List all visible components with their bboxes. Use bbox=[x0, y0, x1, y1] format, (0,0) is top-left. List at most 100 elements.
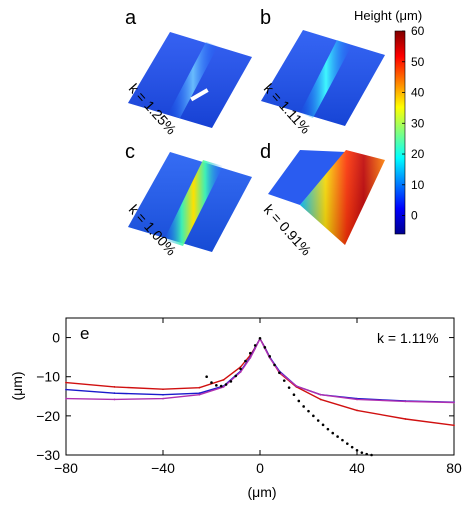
series-point-3 bbox=[365, 452, 369, 456]
series-point-2 bbox=[295, 385, 298, 388]
panel-c: c k = 1.00% bbox=[125, 141, 252, 259]
series-point-0 bbox=[65, 381, 67, 384]
y-axis: 0 −10 −20 −30 bbox=[36, 330, 454, 463]
series-point-2 bbox=[65, 397, 67, 400]
series-point-3 bbox=[268, 355, 272, 358]
series-point-3 bbox=[336, 435, 339, 438]
panel-b-ridge bbox=[300, 40, 352, 118]
series-layer bbox=[65, 337, 455, 457]
chart-e: e k = 1.11% 0−10−20−30 −80 −40 0 40 80 (μm) … bbox=[9, 317, 462, 500]
series-point-2 bbox=[198, 393, 201, 396]
colorbar-tick-label: 10 bbox=[411, 178, 425, 192]
x-axis: −80 −40 0 40 80 bbox=[54, 318, 462, 476]
series-point-0 bbox=[222, 378, 225, 381]
series-point-3 bbox=[316, 419, 320, 422]
series-point-1 bbox=[65, 388, 67, 391]
series-point-3 bbox=[258, 337, 262, 340]
panel-c-ridge bbox=[164, 160, 223, 246]
series-point-3 bbox=[307, 409, 310, 413]
x-tick-label: −40 bbox=[151, 460, 175, 476]
series-point-3 bbox=[312, 414, 315, 418]
plot-area bbox=[65, 317, 455, 456]
colorbar-tick-label: 40 bbox=[411, 86, 425, 100]
y-tick-label: −20 bbox=[36, 408, 60, 424]
panel-d-top bbox=[268, 150, 346, 205]
series-point-3 bbox=[350, 445, 354, 449]
series-point-2 bbox=[453, 401, 455, 404]
series-point-2 bbox=[222, 385, 225, 388]
colorbar: Height (μm) 60 50 40 30 20 10 0 bbox=[354, 8, 425, 235]
series-point-3 bbox=[341, 438, 344, 442]
series-point-3 bbox=[278, 371, 281, 375]
series-point-3 bbox=[321, 423, 325, 427]
series-point-0 bbox=[453, 424, 455, 427]
y-tick-label: −30 bbox=[36, 447, 60, 463]
y-tick-label: −10 bbox=[36, 369, 60, 385]
y-tick-label: 0 bbox=[52, 330, 60, 346]
panel-c-letter: c bbox=[125, 141, 135, 163]
series-point-3 bbox=[219, 384, 223, 388]
panel-d-letter: d bbox=[260, 141, 271, 163]
series-point-2 bbox=[249, 357, 252, 359]
series-point-0 bbox=[319, 398, 322, 401]
series-point-3 bbox=[210, 381, 213, 384]
series-point-0 bbox=[162, 388, 164, 391]
series-point-2 bbox=[356, 398, 358, 401]
colorbar-tick-label: 60 bbox=[411, 24, 425, 38]
series-point-0 bbox=[198, 386, 201, 389]
x-tick-label: 40 bbox=[349, 460, 365, 476]
series-point-3 bbox=[355, 449, 359, 452]
series-point-3 bbox=[263, 346, 267, 349]
x-axis-label: (μm) bbox=[247, 484, 276, 500]
x-tick-label: 80 bbox=[446, 460, 462, 476]
series-point-3 bbox=[205, 375, 208, 379]
series-point-3 bbox=[253, 344, 257, 347]
panel-d: d k = 0.91% bbox=[260, 141, 385, 259]
series-point-0 bbox=[356, 409, 358, 412]
panel-a-letter: a bbox=[125, 7, 137, 29]
series-point-1 bbox=[113, 392, 116, 395]
series-point-3 bbox=[346, 442, 349, 445]
series-point-3 bbox=[215, 384, 218, 387]
series-point-1 bbox=[198, 392, 201, 395]
series-point-2 bbox=[254, 347, 257, 350]
colorbar-ticks: 60 50 40 30 20 10 0 bbox=[402, 24, 425, 223]
series-point-2 bbox=[239, 371, 242, 373]
colorbar-gradient bbox=[394, 30, 406, 235]
series-point-0 bbox=[404, 418, 407, 420]
series-point-2 bbox=[319, 393, 322, 396]
y-axis-label: (μm) bbox=[9, 371, 25, 400]
x-tick-label: −80 bbox=[54, 460, 78, 476]
chart-panel-letter: e bbox=[80, 324, 89, 343]
series-point-3 bbox=[326, 427, 330, 431]
series-point-3 bbox=[360, 451, 364, 454]
series-point-0 bbox=[239, 366, 242, 368]
colorbar-tick-label: 20 bbox=[411, 147, 425, 161]
series-point-3 bbox=[224, 383, 228, 386]
series-point-2 bbox=[404, 400, 407, 403]
series-point-3 bbox=[292, 393, 296, 397]
series-point-3 bbox=[287, 386, 291, 389]
scale-bar bbox=[190, 88, 209, 102]
series-point-1 bbox=[162, 393, 164, 396]
colorbar-tick-label: 0 bbox=[411, 209, 418, 223]
series-point-3 bbox=[234, 374, 238, 378]
series-point-3 bbox=[244, 359, 247, 363]
series-point-2 bbox=[113, 398, 116, 401]
series-point-3 bbox=[273, 363, 276, 367]
series-point-3 bbox=[370, 453, 373, 457]
panel-d-ridge-shade bbox=[300, 150, 385, 245]
colorbar-tick-label: 50 bbox=[411, 55, 425, 69]
series-point-3 bbox=[331, 431, 335, 435]
series-point-3 bbox=[239, 367, 242, 371]
series-point-3 bbox=[302, 405, 305, 408]
series-point-3 bbox=[297, 399, 301, 403]
panel-b-letter: b bbox=[260, 7, 271, 29]
chart-annotation: k = 1.11% bbox=[377, 330, 439, 346]
series-point-2 bbox=[162, 397, 164, 400]
series-point-3 bbox=[249, 351, 252, 355]
colorbar-title: Height (μm) bbox=[354, 8, 422, 23]
x-tick-label: 0 bbox=[256, 460, 264, 476]
panel-a-ridge bbox=[168, 42, 218, 118]
